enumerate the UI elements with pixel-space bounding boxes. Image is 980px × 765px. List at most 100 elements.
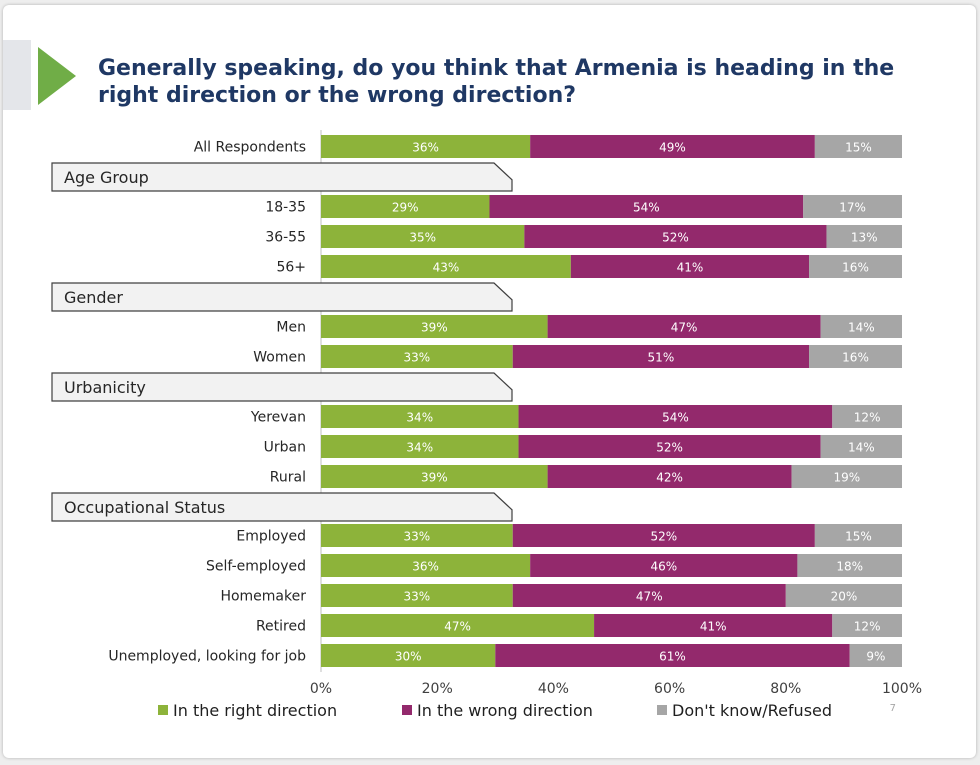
data-label: 41% (677, 261, 704, 275)
bar-segment (495, 644, 850, 667)
data-label: 13% (851, 231, 878, 245)
row-label: 56+ (276, 260, 306, 276)
row-label: Men (276, 320, 306, 336)
data-label: 33% (404, 530, 431, 544)
data-label: 36% (412, 560, 439, 574)
data-label: 35% (409, 231, 436, 245)
bar-segment (321, 584, 513, 607)
bar-segment (530, 554, 798, 577)
bar-segment (524, 225, 827, 248)
group-header-box (51, 372, 513, 402)
bar-segment (321, 405, 519, 428)
bar-segment (321, 435, 519, 458)
bar-segment (791, 465, 902, 488)
data-label: 52% (650, 530, 677, 544)
x-tick-label: 0% (310, 681, 332, 697)
row-label: 18-35 (265, 200, 306, 216)
data-label: 15% (845, 530, 872, 544)
bar-segment (321, 315, 548, 338)
bar-segment (518, 405, 833, 428)
group-header-box (51, 492, 513, 522)
bar-segment (321, 195, 490, 218)
bar-segment (814, 135, 902, 158)
data-label: 47% (444, 620, 471, 634)
bar-segment (321, 135, 531, 158)
data-label: 17% (839, 201, 866, 215)
data-label: 34% (406, 411, 433, 425)
legend-label: In the wrong direction (417, 701, 593, 720)
data-label: 52% (662, 231, 689, 245)
bar-segment (594, 614, 833, 637)
data-label: 41% (700, 620, 727, 634)
legend-label: In the right direction (173, 701, 337, 720)
bar-segment (321, 465, 548, 488)
data-label: 54% (662, 411, 689, 425)
data-label: 30% (395, 650, 422, 664)
bar-segment (820, 315, 902, 338)
data-label: 12% (854, 411, 881, 425)
row-label: Women (253, 350, 306, 366)
row-label: Unemployed, looking for job (108, 649, 306, 665)
data-label: 20% (831, 590, 858, 604)
row-label: 36-55 (265, 230, 306, 246)
data-label: 33% (404, 590, 431, 604)
bar-segment (820, 435, 902, 458)
data-label: 19% (833, 471, 860, 485)
bar-segment (785, 584, 902, 607)
data-label: 29% (392, 201, 419, 215)
bar-segment (321, 554, 531, 577)
data-label: 61% (659, 650, 686, 664)
arrow-icon (38, 47, 76, 105)
group-header-label: Urbanicity (64, 378, 146, 397)
bar-segment (814, 524, 902, 547)
bar-segment (826, 225, 902, 248)
row-label: All Respondents (194, 140, 306, 156)
bar-segment (321, 524, 513, 547)
bar-segment (512, 524, 815, 547)
bar-segment (512, 584, 786, 607)
data-label: 33% (404, 351, 431, 365)
bar-segment (321, 225, 525, 248)
bar-segment (809, 255, 902, 278)
x-tick-label: 80% (770, 681, 801, 697)
data-label: 39% (421, 471, 448, 485)
row-label: Homemaker (220, 589, 306, 605)
row-label: Employed (236, 529, 306, 545)
bar-segment (809, 345, 902, 368)
data-label: 9% (866, 650, 885, 664)
legend-swatch (402, 705, 412, 715)
bar-segment (518, 435, 821, 458)
data-label: 52% (656, 441, 683, 455)
bar-segment (321, 614, 595, 637)
data-label: 18% (836, 560, 863, 574)
bar-segment (512, 345, 810, 368)
bar-segment (832, 405, 902, 428)
bar-segment (849, 644, 902, 667)
bar-segment (547, 315, 821, 338)
data-label: 46% (650, 560, 677, 574)
bar-segment (530, 135, 815, 158)
data-label: 54% (633, 201, 660, 215)
x-tick-label: 40% (538, 681, 569, 697)
bar-segment (797, 554, 902, 577)
group-header-label: Gender (64, 288, 123, 307)
legend-swatch (657, 705, 667, 715)
data-label: 16% (842, 261, 869, 275)
data-label: 39% (421, 321, 448, 335)
legend-label: Don't know/Refused (672, 701, 832, 720)
group-header-box (51, 162, 513, 192)
data-label: 43% (433, 261, 460, 275)
legend-swatch (158, 705, 168, 715)
bar-segment (489, 195, 804, 218)
row-label: Urban (264, 440, 306, 456)
chart-title: Generally speaking, do you think that Ar… (98, 56, 895, 108)
data-label: 49% (659, 141, 686, 155)
data-label: 14% (848, 441, 875, 455)
bar-segment (803, 195, 902, 218)
data-label: 47% (671, 321, 698, 335)
row-label: Retired (256, 619, 306, 635)
bar-segment (832, 614, 902, 637)
x-tick-label: 20% (422, 681, 453, 697)
group-header-label: Occupational Status (64, 498, 225, 517)
